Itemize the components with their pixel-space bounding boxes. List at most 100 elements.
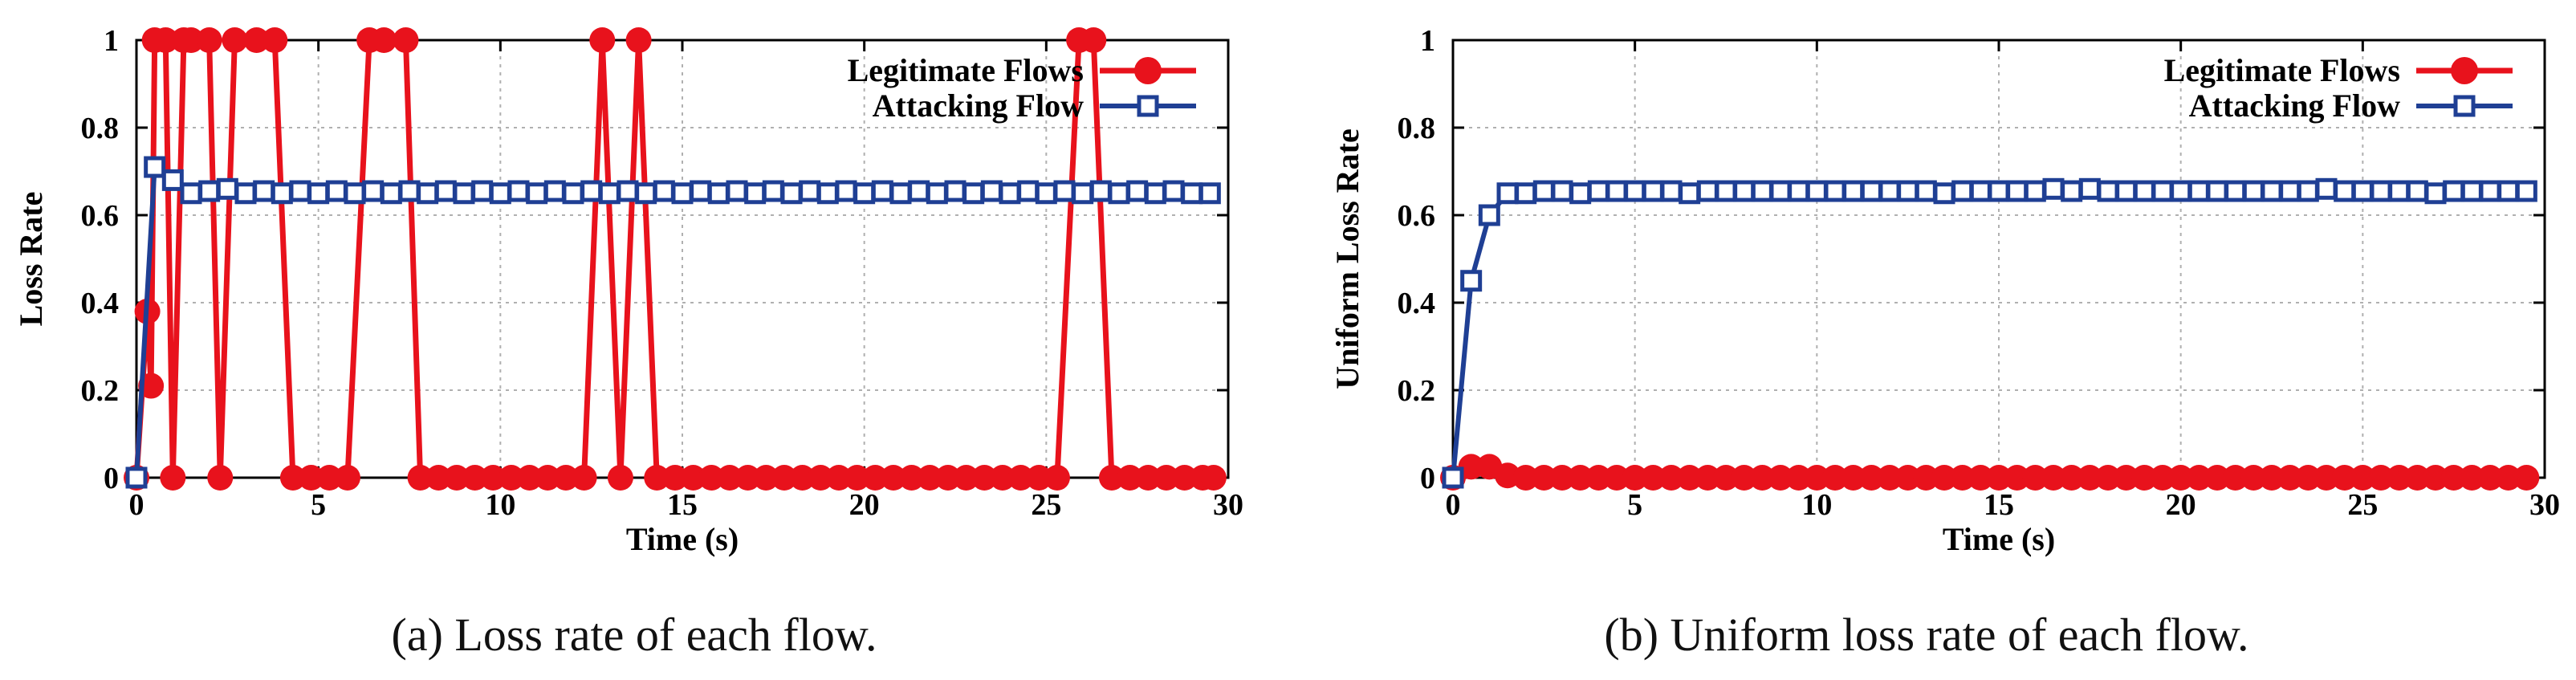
data-point-attacking: [707, 182, 730, 205]
data-point-attacking: [2315, 177, 2338, 200]
data-point-attacking: [653, 180, 675, 202]
data-point-attacking: [1515, 182, 1537, 205]
data-point-legitimate: [971, 465, 998, 491]
data-point-legitimate: [1968, 465, 1994, 491]
data-point-attacking: [344, 182, 366, 205]
x-axis-label: Time (s): [1943, 521, 2055, 557]
data-point-legitimate: [661, 465, 688, 491]
data-point-legitimate: [898, 465, 925, 491]
data-point-legitimate: [1894, 465, 1921, 491]
data-point-attacking: [1035, 182, 1057, 205]
data-point-attacking: [2370, 180, 2392, 202]
data-point-legitimate: [334, 465, 360, 491]
x-tick-label: 0: [129, 488, 144, 522]
data-point-legitimate: [393, 27, 419, 53]
data-point-legitimate: [953, 465, 979, 491]
data-point-attacking: [926, 182, 948, 205]
data-point-legitimate: [1640, 465, 1666, 491]
data-point-legitimate: [407, 465, 433, 491]
data-point-legitimate: [207, 465, 234, 491]
data-point-attacking: [1532, 180, 1555, 202]
series-line-attacking: [134, 165, 1211, 478]
data-point-legitimate: [1512, 465, 1539, 491]
x-tick-label: 25: [1031, 488, 1061, 522]
data-point-attacking: [125, 466, 148, 489]
data-point-attacking: [2206, 180, 2228, 202]
chart-a: 0 5 10 15 20 25 30 0 0.2 0.4 0.6 0.8 1 Time (s) Loss R…: [13, 24, 1243, 557]
x-tick-label: 10: [485, 488, 515, 522]
data-point-attacking: [507, 180, 530, 202]
data-point-legitimate: [2386, 465, 2412, 491]
data-point-legitimate: [1549, 465, 1575, 491]
data-point-attacking: [289, 180, 311, 202]
data-point-legitimate: [2077, 465, 2103, 491]
data-point-attacking: [1842, 180, 1865, 202]
data-point-attacking: [1017, 180, 1040, 202]
data-point-attacking: [1478, 204, 1500, 226]
data-point-attacking: [2224, 180, 2247, 202]
data-point-attacking: [489, 182, 511, 205]
data-point-legitimate: [425, 465, 452, 491]
data-point-legitimate: [607, 465, 633, 491]
data-point-attacking: [944, 180, 967, 202]
data-point-legitimate: [298, 465, 324, 491]
data-point-legitimate: [2222, 465, 2248, 491]
data-point-legitimate: [862, 465, 889, 491]
data-point-legitimate: [1135, 465, 1162, 491]
data-point-legitimate: [2113, 465, 2139, 491]
legend-marker-legitimate: [2451, 57, 2478, 84]
data-point-legitimate: [1658, 465, 1684, 491]
data-point-attacking: [762, 180, 784, 202]
data-point-legitimate: [516, 465, 543, 491]
data-point-legitimate: [262, 27, 288, 53]
data-point-attacking: [2097, 180, 2119, 202]
data-point-legitimate: [2440, 465, 2467, 491]
data-point-legitimate: [243, 27, 270, 53]
y-axis-label: Loss Rate: [13, 192, 49, 327]
data-point-legitimate: [917, 465, 943, 491]
data-point-attacking: [1624, 180, 1646, 202]
data-point-attacking: [980, 180, 1003, 202]
data-point-attacking: [307, 182, 330, 205]
x-tick-label: 15: [667, 488, 698, 522]
data-point-legitimate: [2095, 465, 2121, 491]
legend-marker-attacking: [2453, 95, 2476, 117]
data-point-legitimate: [1749, 465, 1776, 491]
data-point-legitimate: [1695, 465, 1721, 491]
data-point-legitimate: [771, 465, 797, 491]
data-point-attacking: [1181, 182, 1203, 205]
data-point-legitimate: [2368, 465, 2394, 491]
x-tick-label: 5: [311, 488, 326, 522]
data-point-attacking: [726, 180, 748, 202]
data-point-attacking: [2170, 180, 2192, 202]
data-point-legitimate: [1804, 465, 1830, 491]
data-point-legitimate: [1858, 465, 1885, 491]
legend-marker-legitimate: [1134, 57, 1162, 84]
data-point-legitimate: [1458, 454, 1484, 480]
data-point-attacking: [908, 180, 930, 202]
data-point-legitimate: [1117, 465, 1143, 491]
data-point-attacking: [1897, 180, 1919, 202]
data-point-attacking: [617, 180, 639, 202]
data-point-legitimate: [443, 465, 470, 491]
data-point-attacking: [1126, 180, 1149, 202]
data-point-attacking: [744, 182, 767, 205]
data-point-attacking: [271, 182, 293, 205]
chart-b: 0 5 10 15 20 25 30 0 0.2 0.4 0.6 0.8 1 Time (s) Unifor…: [1329, 24, 2560, 557]
data-point-attacking: [2497, 180, 2520, 202]
data-point-legitimate: [1986, 465, 2012, 491]
data-point-legitimate: [2131, 465, 2158, 491]
data-point-legitimate: [844, 465, 870, 491]
data-point-attacking: [543, 180, 566, 202]
x-tick-label: 30: [1213, 488, 1243, 522]
data-point-attacking: [1442, 466, 1464, 489]
data-point-attacking: [1162, 180, 1185, 202]
data-point-attacking: [1751, 180, 1773, 202]
data-point-legitimate: [2204, 465, 2230, 491]
data-point-legitimate: [680, 465, 706, 491]
data-point-legitimate: [2423, 465, 2448, 491]
data-point-attacking: [2242, 180, 2265, 202]
data-point-legitimate: [160, 465, 186, 491]
data-point-legitimate: [1007, 465, 1034, 491]
data-point-attacking: [253, 180, 275, 202]
